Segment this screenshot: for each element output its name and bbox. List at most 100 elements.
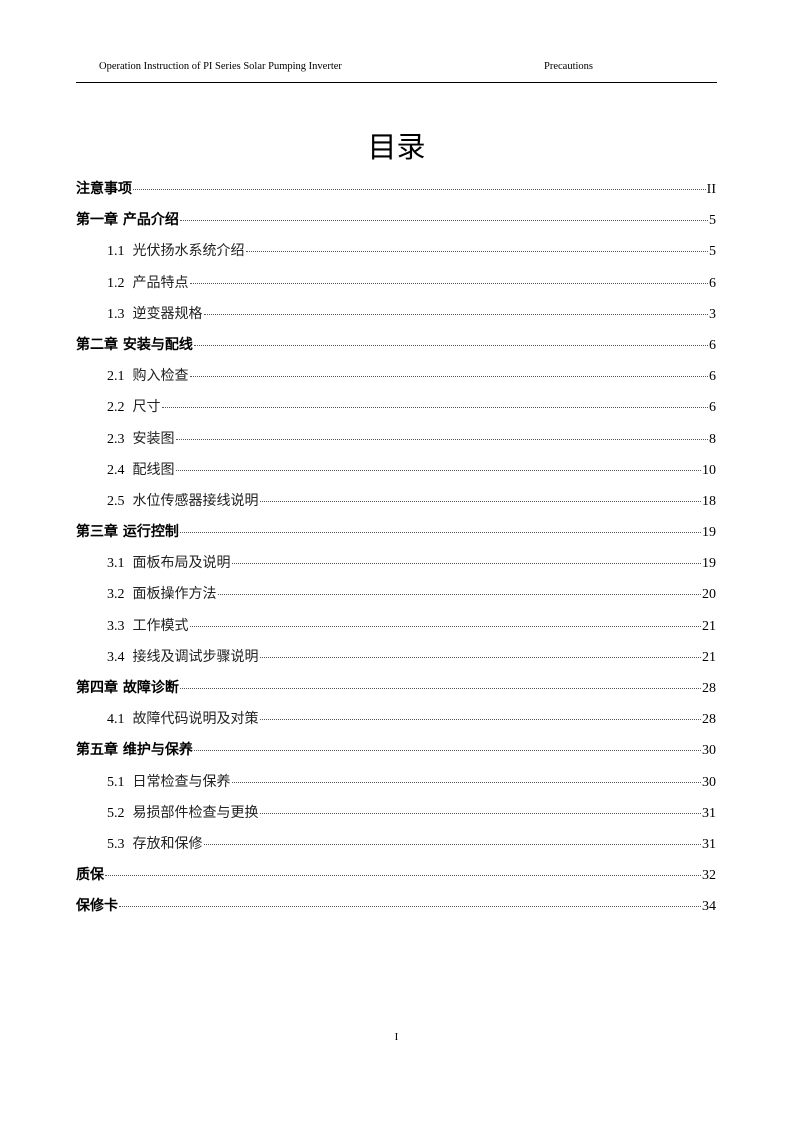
- page-title: 目录: [367, 130, 426, 164]
- toc-entry-page: 19: [702, 525, 716, 541]
- toc-entry-section[interactable]: 5.2 易损部件检查与更换 31: [76, 802, 716, 833]
- dot-leader: [119, 906, 701, 908]
- dot-leader: [175, 469, 701, 471]
- toc-entry-page: 5: [709, 244, 716, 260]
- toc-entry-label: 易损部件检查与更换: [132, 805, 259, 821]
- dot-leader: [189, 376, 708, 378]
- dot-leader: [231, 563, 701, 565]
- toc-entry-label: 第五章 维护与保养: [76, 742, 193, 759]
- toc-entry-label: 注意事项: [76, 181, 132, 197]
- toc-entry-page: 5: [709, 213, 716, 229]
- toc-entry-number: 2.1: [107, 369, 125, 385]
- toc-entry-chapter[interactable]: 保修卡 34: [76, 895, 716, 926]
- dot-leader: [179, 220, 708, 222]
- toc-entry-page: 34: [702, 899, 716, 915]
- dot-leader: [203, 843, 701, 845]
- dot-leader: [203, 313, 708, 315]
- running-header-section: Precautions: [544, 61, 593, 72]
- dot-leader: [161, 407, 708, 409]
- dot-leader: [179, 532, 701, 534]
- page-number: I: [394, 1031, 399, 1043]
- toc-entry-label: 面板布局及说明: [132, 556, 231, 572]
- toc-entry-number: 1.1: [107, 244, 125, 260]
- toc-entry-label: 尺寸: [132, 400, 161, 416]
- toc-entry-page: 28: [702, 712, 716, 728]
- toc-entry-number: 1.3: [107, 306, 125, 322]
- toc-entry-label: 第四章 故障诊断: [76, 680, 179, 696]
- dot-leader: [105, 875, 701, 877]
- toc-entry-section[interactable]: 2.5 水位传感器接线说明 18: [76, 490, 716, 521]
- toc-entry-section[interactable]: 3.1 面板布局及说明 19: [76, 552, 716, 583]
- dot-leader: [133, 189, 706, 190]
- toc-entry-chapter[interactable]: 注意事项 II: [76, 178, 716, 209]
- toc-entry-section[interactable]: 2.3 安装图 8: [76, 428, 716, 459]
- toc-entry-page: 21: [702, 618, 716, 634]
- toc-entry-label: 水位传感器接线说明: [132, 493, 259, 509]
- toc-entry-chapter[interactable]: 质保 32: [76, 864, 716, 895]
- toc-entry-label: 日常检查与保养: [132, 774, 231, 790]
- toc-entry-page: 6: [709, 369, 716, 385]
- toc-entry-section[interactable]: 5.3 存放和保修 31: [76, 833, 716, 864]
- toc-entry-number: 4.1: [107, 712, 125, 728]
- toc-entry-number: 3.4: [107, 649, 125, 665]
- dot-leader: [193, 750, 701, 752]
- toc-entry-page: 3: [709, 306, 716, 322]
- toc-entry-label: 第三章 运行控制: [76, 524, 179, 541]
- toc-entry-section[interactable]: 2.4 配线图 10: [76, 459, 716, 490]
- toc-entry-section[interactable]: 3.2 面板操作方法 20: [76, 583, 716, 614]
- toc-entry-number: 1.2: [107, 275, 125, 291]
- toc-entry-page: 18: [702, 493, 716, 509]
- toc-entry-label: 故障代码说明及对策: [132, 712, 259, 728]
- toc-entry-label: 产品特点: [132, 275, 189, 291]
- dot-leader: [217, 594, 701, 596]
- toc-entry-number: 2.3: [107, 431, 125, 447]
- toc-entry-label: 配线图: [132, 462, 175, 478]
- toc-entry-label: 第一章 产品介绍: [76, 212, 179, 229]
- toc-entry-number: 2.4: [107, 462, 125, 478]
- toc-entry-label: 面板操作方法: [132, 587, 217, 603]
- dot-leader: [189, 282, 708, 284]
- toc-entry-label: 存放和保修: [132, 836, 203, 852]
- dot-leader: [245, 251, 708, 253]
- toc-entry-section[interactable]: 1.3 逆变器规格 3: [76, 303, 716, 334]
- toc-entry-number: 5.3: [107, 836, 125, 852]
- dot-leader: [175, 438, 708, 440]
- toc-entry-page: 10: [702, 462, 716, 478]
- toc-entry-page: II: [706, 182, 716, 197]
- toc-entry-label: 工作模式: [132, 618, 189, 634]
- running-header-title: Operation Instruction of PI Series Solar…: [99, 61, 342, 72]
- toc-entry-label: 逆变器规格: [132, 306, 203, 322]
- dot-leader: [259, 500, 701, 502]
- toc-entry-number: 3.1: [107, 556, 125, 572]
- toc-entry-page: 31: [702, 805, 716, 821]
- toc-entry-label: 光伏扬水系统介绍: [132, 244, 245, 260]
- toc-entry-page: 28: [702, 681, 716, 696]
- toc-entry-chapter[interactable]: 第三章 运行控制 19: [76, 521, 716, 552]
- toc-entry-section[interactable]: 1.1 光伏扬水系统介绍 5: [76, 240, 716, 271]
- toc-entry-section[interactable]: 4.1 故障代码说明及对策 28: [76, 708, 716, 739]
- toc-entry-chapter[interactable]: 第二章 安装与配线 6: [76, 334, 716, 365]
- toc-entry-page: 31: [702, 836, 716, 852]
- toc-entry-number: 2.2: [107, 400, 125, 416]
- toc-entry-label: 接线及调试步骤说明: [132, 649, 259, 665]
- toc-entry-page: 21: [702, 649, 716, 665]
- toc-entry-chapter[interactable]: 第五章 维护与保养 30: [76, 739, 716, 770]
- toc-entry-page: 32: [702, 868, 716, 884]
- toc-entry-section[interactable]: 2.1 购入检查 6: [76, 365, 716, 396]
- toc-entry-section[interactable]: 3.3 工作模式 21: [76, 615, 716, 646]
- toc-entry-section[interactable]: 2.2 尺寸 6: [76, 396, 716, 427]
- toc-entry-chapter[interactable]: 第四章 故障诊断 28: [76, 677, 716, 708]
- header-rule: [76, 82, 717, 83]
- toc-entry-section[interactable]: 3.4 接线及调试步骤说明 21: [76, 646, 716, 677]
- toc-entry-section[interactable]: 1.2 产品特点 6: [76, 272, 716, 303]
- toc-entry-page: 6: [709, 400, 716, 416]
- toc-entry-number: 5.1: [107, 774, 125, 790]
- toc-entry-chapter[interactable]: 第一章 产品介绍 5: [76, 209, 716, 240]
- dot-leader: [259, 719, 701, 721]
- toc-entry-page: 30: [702, 774, 716, 790]
- toc-entry-page: 19: [702, 556, 716, 572]
- toc-entry-page: 6: [709, 337, 716, 353]
- toc-entry-label: 安装图: [132, 431, 175, 447]
- toc-entry-section[interactable]: 5.1 日常检查与保养 30: [76, 771, 716, 802]
- toc-entry-label: 购入检查: [132, 369, 189, 385]
